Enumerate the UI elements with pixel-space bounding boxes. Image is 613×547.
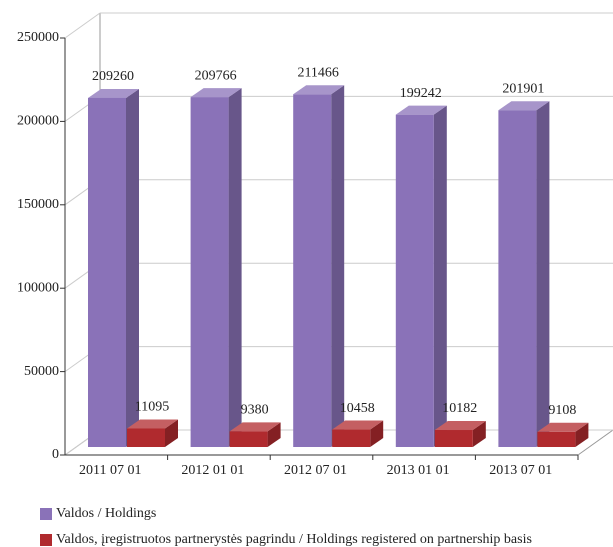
bar xyxy=(190,97,229,447)
value-label: 11095 xyxy=(135,400,169,415)
value-label: 199242 xyxy=(400,86,442,101)
value-label: 10458 xyxy=(340,401,375,416)
bar xyxy=(127,428,165,447)
legend-label: Valdos, įregistruotos partnerystės pagri… xyxy=(56,532,532,547)
y-tick-label: 200000 xyxy=(17,114,59,129)
value-label: 9380 xyxy=(241,403,269,418)
bar xyxy=(88,97,126,448)
bar-top xyxy=(395,105,447,115)
bar-side xyxy=(575,422,589,447)
x-tick-label: 2013 01 01 xyxy=(387,463,450,478)
value-label: 201901 xyxy=(502,81,544,96)
bar xyxy=(229,431,268,447)
legend-swatch xyxy=(40,534,52,546)
x-tick-label: 2011 07 01 xyxy=(79,463,141,478)
bar-top xyxy=(127,419,178,429)
bar-top xyxy=(88,88,139,98)
bar xyxy=(332,429,371,447)
x-tick-label: 2012 07 01 xyxy=(284,463,347,478)
bar-side xyxy=(370,420,384,447)
value-label: 9108 xyxy=(548,403,576,418)
value-label: 209260 xyxy=(92,69,134,84)
bar-top xyxy=(229,422,281,432)
x-tick-label: 2013 07 01 xyxy=(489,463,552,478)
y-tick-label: 0 xyxy=(52,447,59,462)
bar-side xyxy=(165,419,178,447)
bar xyxy=(395,114,434,448)
x-tick-label: 2012 01 01 xyxy=(181,463,244,478)
bar-side xyxy=(433,105,447,448)
bar-side xyxy=(228,88,242,447)
y-tick-label: 150000 xyxy=(17,197,59,212)
bar xyxy=(434,430,473,447)
bar xyxy=(498,110,537,448)
value-label: 209766 xyxy=(195,68,237,83)
value-label: 211466 xyxy=(297,65,338,80)
y-tick-label: 250000 xyxy=(17,30,59,45)
bar-top xyxy=(190,88,242,98)
floor-right xyxy=(577,429,613,456)
bar-top xyxy=(434,421,486,431)
bar-top xyxy=(498,101,550,111)
bar-top xyxy=(293,85,345,95)
bar xyxy=(293,94,332,447)
bar-top xyxy=(537,422,589,432)
bar-side xyxy=(331,85,345,447)
grid-line xyxy=(64,12,101,39)
y-tick-label: 100000 xyxy=(17,280,59,295)
bar xyxy=(537,431,576,447)
bar-top xyxy=(332,420,384,430)
bar-side xyxy=(267,422,281,447)
legend-label: Valdos / Holdings xyxy=(56,506,156,521)
bar-side xyxy=(126,88,139,448)
legend-swatch xyxy=(40,508,52,520)
value-label: 10182 xyxy=(442,401,477,416)
y-tick-label: 50000 xyxy=(24,364,59,379)
bar-side xyxy=(472,421,486,447)
bar-side xyxy=(536,101,550,448)
